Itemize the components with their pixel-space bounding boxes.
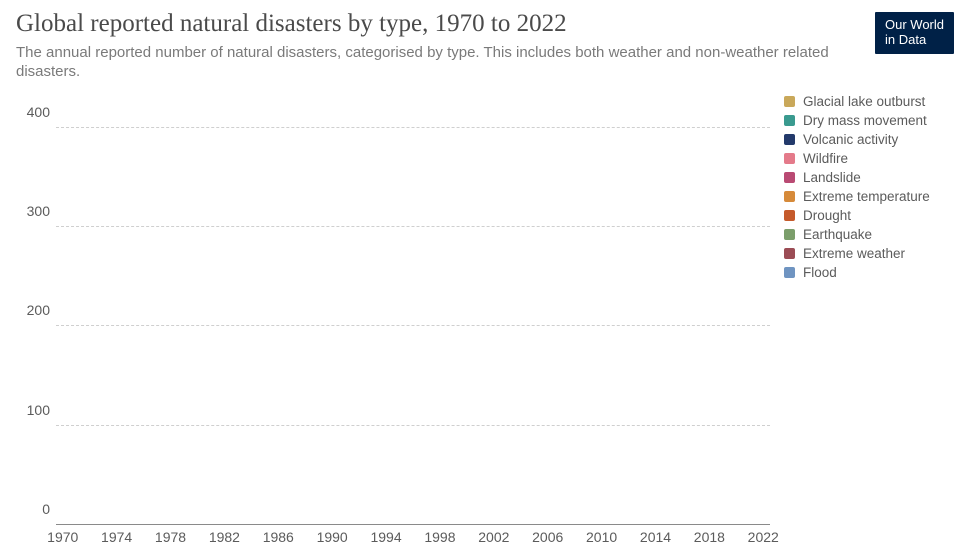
legend-label: Volcanic activity bbox=[803, 132, 898, 147]
gridline bbox=[56, 425, 770, 426]
legend-swatch bbox=[784, 210, 795, 221]
x-tick-label: 1990 bbox=[317, 529, 348, 545]
x-tick-label: 1978 bbox=[155, 529, 186, 545]
x-tick-label: 2002 bbox=[478, 529, 509, 545]
x-tick-label: 1994 bbox=[370, 529, 401, 545]
legend-swatch bbox=[784, 115, 795, 126]
legend-swatch bbox=[784, 191, 795, 202]
legend-item-volcanic[interactable]: Volcanic activity bbox=[784, 132, 954, 147]
legend-swatch bbox=[784, 134, 795, 145]
owid-logo: Our World in Data bbox=[875, 12, 954, 54]
legend-item-glacial[interactable]: Glacial lake outburst bbox=[784, 94, 954, 109]
legend-swatch bbox=[784, 96, 795, 107]
legend-label: Dry mass movement bbox=[803, 113, 927, 128]
y-tick-label: 0 bbox=[42, 501, 50, 517]
x-axis: 1970197419781982198619901994199820022006… bbox=[56, 525, 770, 547]
legend-label: Wildfire bbox=[803, 151, 848, 166]
y-tick-label: 100 bbox=[27, 402, 50, 418]
legend-label: Drought bbox=[803, 208, 851, 223]
x-tick-label: 1998 bbox=[424, 529, 455, 545]
y-tick-label: 300 bbox=[27, 203, 50, 219]
legend-item-wildfire[interactable]: Wildfire bbox=[784, 151, 954, 166]
x-tick-label: 2022 bbox=[748, 529, 779, 545]
x-tick-label: 2010 bbox=[586, 529, 617, 545]
chart-page: Global reported natural disasters by typ… bbox=[0, 0, 970, 555]
y-axis: 0 100 200 300 400 bbox=[16, 88, 56, 547]
legend-label: Extreme temperature bbox=[803, 189, 930, 204]
legend-label: Earthquake bbox=[803, 227, 872, 242]
logo-line1: Our World bbox=[885, 18, 944, 33]
legend-swatch bbox=[784, 153, 795, 164]
legend-item-extreme_temperature[interactable]: Extreme temperature bbox=[784, 189, 954, 204]
legend-swatch bbox=[784, 267, 795, 278]
y-tick-label: 200 bbox=[27, 302, 50, 318]
legend-swatch bbox=[784, 248, 795, 259]
legend-item-landslide[interactable]: Landslide bbox=[784, 170, 954, 185]
legend-swatch bbox=[784, 229, 795, 240]
x-tick-label: 2014 bbox=[640, 529, 671, 545]
chart-title: Global reported natural disasters by typ… bbox=[16, 10, 863, 39]
chart-subtitle: The annual reported number of natural di… bbox=[16, 43, 863, 82]
gridline bbox=[56, 325, 770, 326]
gridline bbox=[56, 127, 770, 128]
x-tick-label: 1982 bbox=[209, 529, 240, 545]
bars-container bbox=[56, 88, 770, 525]
x-tick-label: 1986 bbox=[263, 529, 294, 545]
x-tick-label: 2006 bbox=[532, 529, 563, 545]
title-block: Global reported natural disasters by typ… bbox=[16, 10, 863, 82]
legend-item-dry_mass[interactable]: Dry mass movement bbox=[784, 113, 954, 128]
legend-swatch bbox=[784, 172, 795, 183]
legend-label: Glacial lake outburst bbox=[803, 94, 925, 109]
legend-label: Flood bbox=[803, 265, 837, 280]
legend-item-flood[interactable]: Flood bbox=[784, 265, 954, 280]
y-tick-label: 400 bbox=[27, 104, 50, 120]
x-tick-label: 1974 bbox=[101, 529, 132, 545]
legend-item-extreme_weather[interactable]: Extreme weather bbox=[784, 246, 954, 261]
gridline bbox=[56, 226, 770, 227]
header: Global reported natural disasters by typ… bbox=[16, 10, 954, 82]
legend: Glacial lake outburst Dry mass movement Vo… bbox=[770, 88, 954, 547]
legend-item-drought[interactable]: Drought bbox=[784, 208, 954, 223]
x-tick-label: 2018 bbox=[694, 529, 725, 545]
chart-area: 0 100 200 300 400 1970 1974 1978 1982 1986 1990 19… bbox=[16, 88, 954, 547]
plot-area: 1970197419781982198619901994199820022006… bbox=[56, 88, 770, 547]
legend-label: Landslide bbox=[803, 170, 861, 185]
legend-label: Extreme weather bbox=[803, 246, 905, 261]
logo-line2: in Data bbox=[885, 33, 944, 48]
legend-item-earthquake[interactable]: Earthquake bbox=[784, 227, 954, 242]
x-tick-label: 1970 bbox=[47, 529, 78, 545]
